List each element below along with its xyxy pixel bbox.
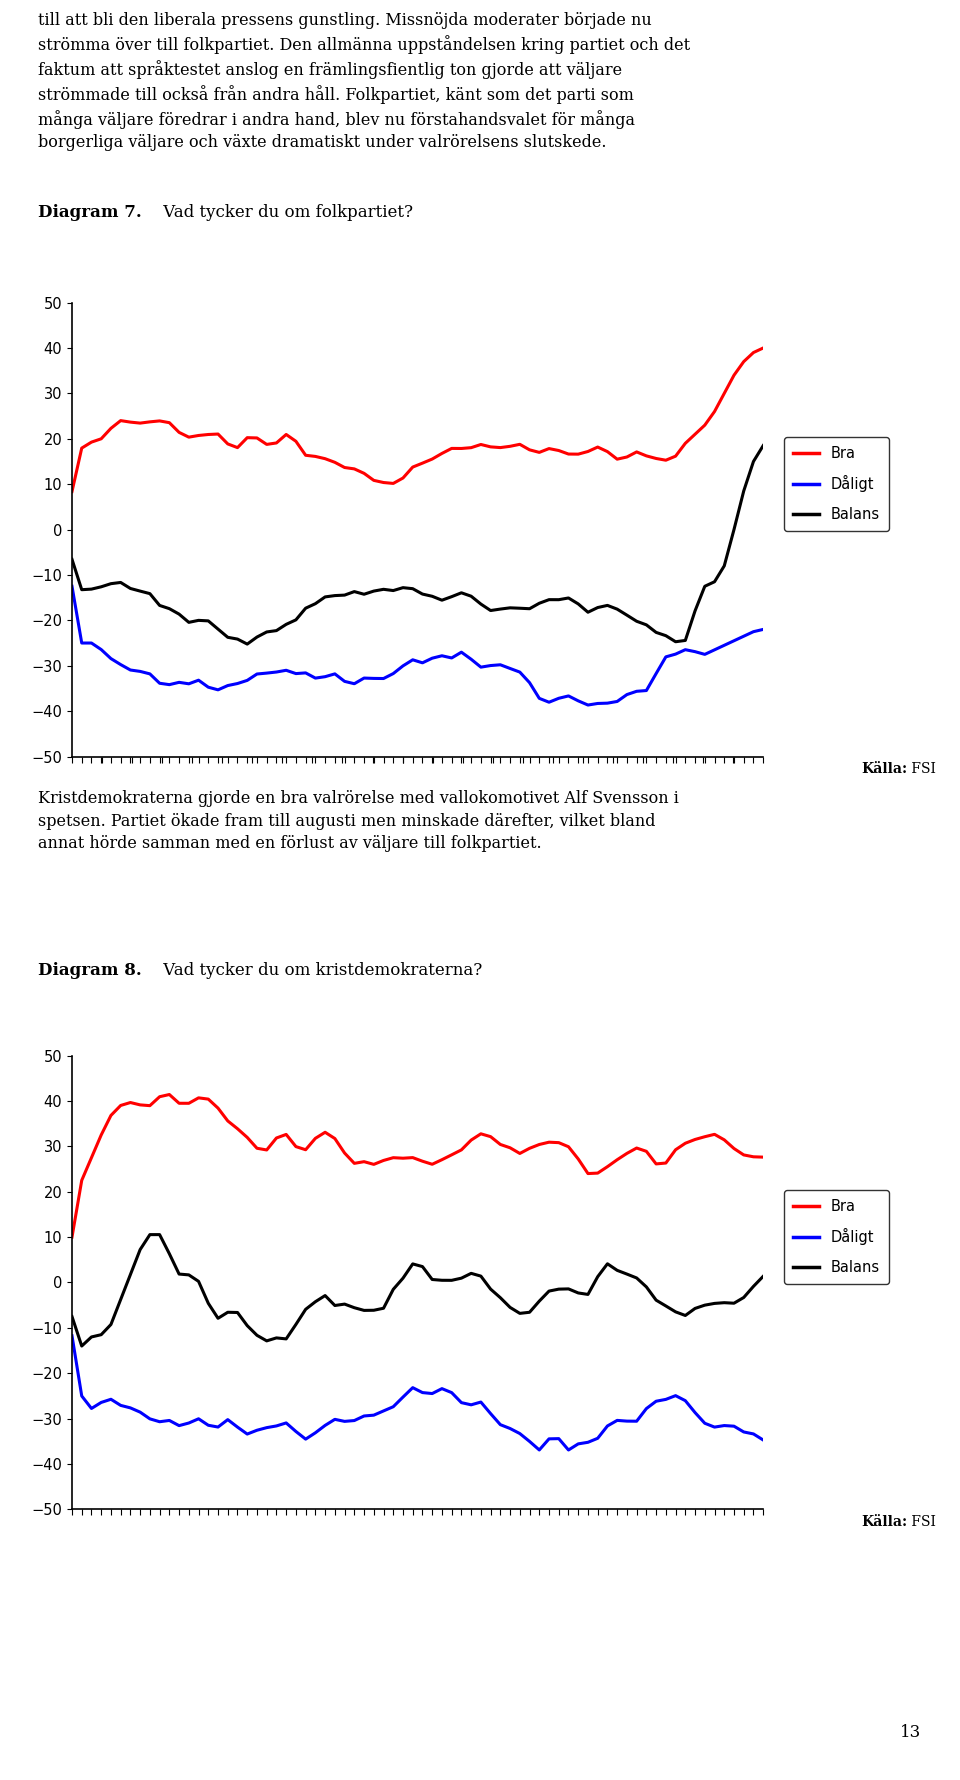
Text: Källa:: Källa: — [861, 762, 907, 776]
Text: FSI: FSI — [907, 762, 936, 776]
Text: till att bli den liberala pressens gunstling. Missnöjda moderater började nu
str: till att bli den liberala pressens gunst… — [38, 12, 690, 151]
Text: Diagram 8.: Diagram 8. — [38, 963, 142, 979]
Text: Kristdemokraterna gjorde en bra valrörelse med vallokomotivet Alf Svensson i
spe: Kristdemokraterna gjorde en bra valrörel… — [38, 790, 680, 851]
Text: Vad tycker du om kristdemokraterna?: Vad tycker du om kristdemokraterna? — [157, 963, 482, 979]
Text: Diagram 7.: Diagram 7. — [38, 205, 142, 221]
Legend: Bra, Dåligt, Balans: Bra, Dåligt, Balans — [784, 436, 889, 530]
Text: Källa:: Källa: — [861, 1515, 907, 1529]
Legend: Bra, Dåligt, Balans: Bra, Dåligt, Balans — [784, 1189, 889, 1283]
Text: 13: 13 — [900, 1723, 922, 1741]
Text: FSI: FSI — [907, 1515, 936, 1529]
Text: Vad tycker du om folkpartiet?: Vad tycker du om folkpartiet? — [157, 205, 413, 221]
